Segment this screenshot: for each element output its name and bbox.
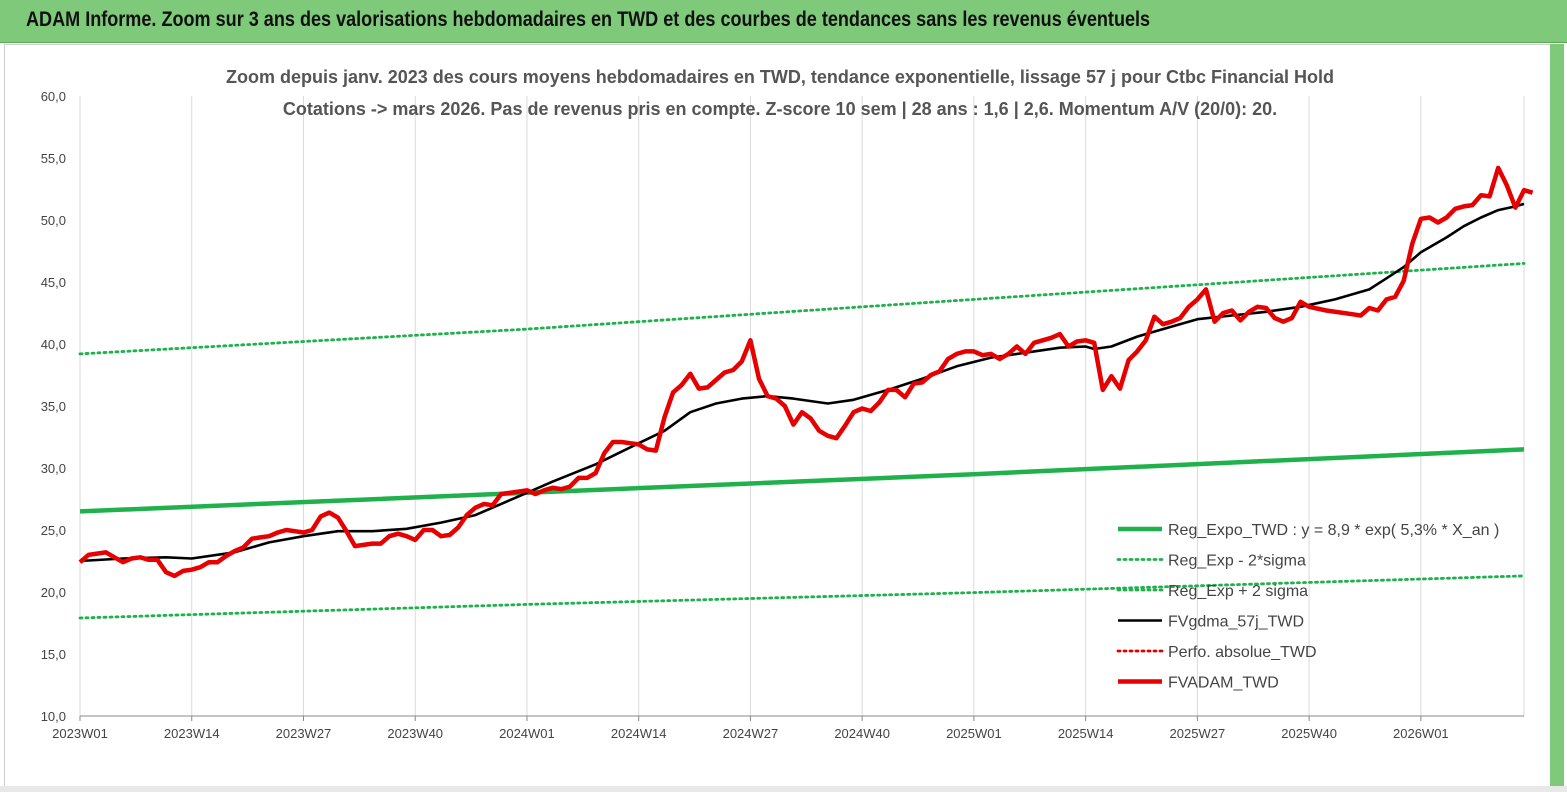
legend-label-2: Reg_Exp + 2 sigma [1168,583,1308,600]
y-tick-label: 15,0 [41,647,66,662]
legend-label-3: FVgdma_57j_TWD [1168,614,1304,631]
y-tick-label: 45,0 [41,275,66,290]
legend-label-4: Perfo. absolue_TWD [1168,644,1317,661]
legend-label-0: Reg_Expo_TWD : y = 8,9 * exp( 5,3% * X_a… [1168,522,1499,539]
right-edge-bar [1550,44,1564,789]
x-tick-label: 2025W40 [1281,726,1337,741]
chart-axes: 2023W01 2023W14 2023W27 2023W40 2024W01 2024W… [41,89,1524,741]
y-tick-label: 40,0 [41,337,66,352]
x-tick-label: 2024W01 [499,726,555,741]
report-title: ADAM Informe. Zoom sur 3 ans des valoris… [26,8,1151,31]
y-tick-label: 20,0 [41,585,66,600]
y-tick-label: 60,0 [41,89,66,104]
y-tick-label: 55,0 [41,151,66,166]
header-banner: ADAM Informe. Zoom sur 3 ans des valoris… [0,0,1567,43]
chart-grid [79,96,1525,716]
x-tick-label: 2023W27 [276,726,332,741]
y-tick-label: 30,0 [41,461,66,476]
x-tick-label: 2024W14 [611,726,667,741]
legend-label-5: FVADAM_TWD [1168,675,1279,692]
series-line-2 [78,261,1526,356]
series-line-5 [78,165,1534,579]
chart-title: Zoom depuis janv. 2023 des cours moyens … [226,67,1334,87]
x-tick-label: 2024W40 [834,726,890,741]
x-tick-label: 2026W01 [1393,726,1449,741]
x-tick-label: 2023W14 [164,726,220,741]
x-tick-label: 2025W01 [946,726,1002,741]
y-tick-label: 25,0 [41,523,66,538]
series-line-0 [79,447,1525,514]
x-tick-label: 2025W27 [1170,726,1226,741]
x-tick-label: 2025W14 [1058,726,1114,741]
legend-label-1: Reg_Exp - 2*sigma [1168,553,1306,570]
series-line-1 [78,574,1526,620]
chart-series [78,165,1534,620]
chart-subtitle: Cotations -> mars 2026. Pas de revenus p… [283,99,1277,119]
x-tick-label: 2024W27 [723,726,779,741]
x-tick-label: 2023W40 [387,726,443,741]
series-line-3 [79,202,1525,563]
chart-legend: Reg_Expo_TWD : y = 8,9 * exp( 5,3% * X_a… [1116,522,1499,692]
y-tick-label: 10,0 [41,709,66,724]
y-tick-label: 50,0 [41,213,66,228]
bottom-edge-bar [0,786,1567,792]
x-tick-label: 2023W01 [52,726,108,741]
y-tick-label: 35,0 [41,399,66,414]
